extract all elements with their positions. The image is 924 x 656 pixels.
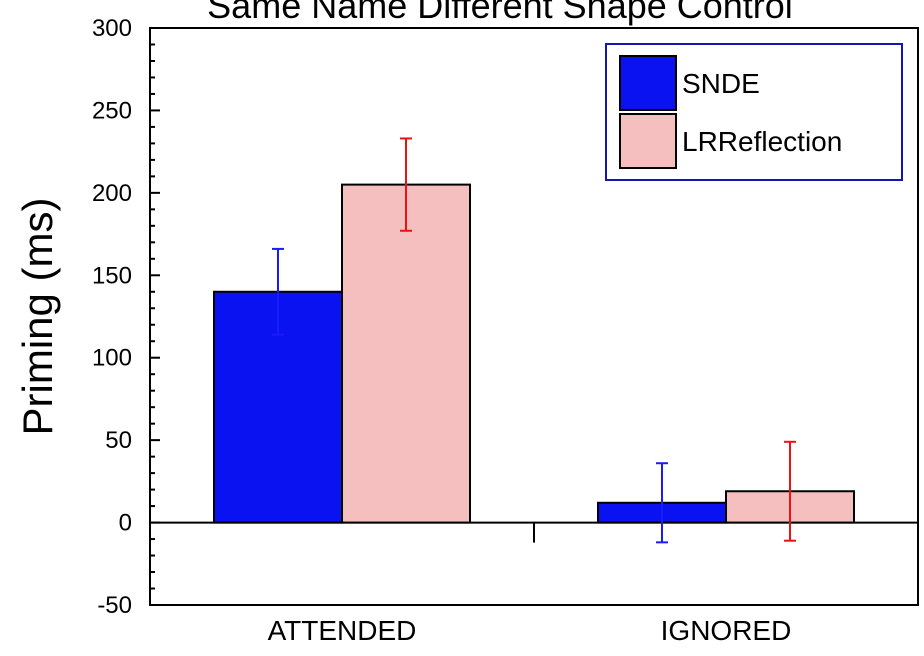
y-tick-label: 0 <box>119 510 132 537</box>
y-tick-label: 250 <box>92 97 132 124</box>
legend: SNDE LRReflection <box>605 43 903 181</box>
y-tick-label: 100 <box>92 345 132 372</box>
chart-title: Same Name Different Shape Control <box>207 0 793 26</box>
y-tick-label: 150 <box>92 262 132 289</box>
x-category-label: ATTENDED <box>268 615 417 646</box>
y-tick-label: 50 <box>105 427 132 454</box>
plot-area: -50 0 50 100 150 200 250 300 ATTENDED IGNORED <box>92 15 919 646</box>
legend-swatch-snde <box>619 55 677 111</box>
bar-lrreflection-attended <box>341 183 471 524</box>
y-tick-label: 200 <box>92 180 132 207</box>
plot-frame <box>149 27 919 606</box>
y-tick-label: -50 <box>97 592 132 619</box>
legend-label-snde: SNDE <box>682 68 760 99</box>
legend-swatch-lrreflection <box>619 113 677 169</box>
x-category-label: IGNORED <box>661 615 792 646</box>
y-axis-label: Priming (ms) <box>14 198 61 436</box>
legend-label-lrreflection: LRReflection <box>682 126 842 157</box>
y-tick-label: 300 <box>92 15 132 42</box>
